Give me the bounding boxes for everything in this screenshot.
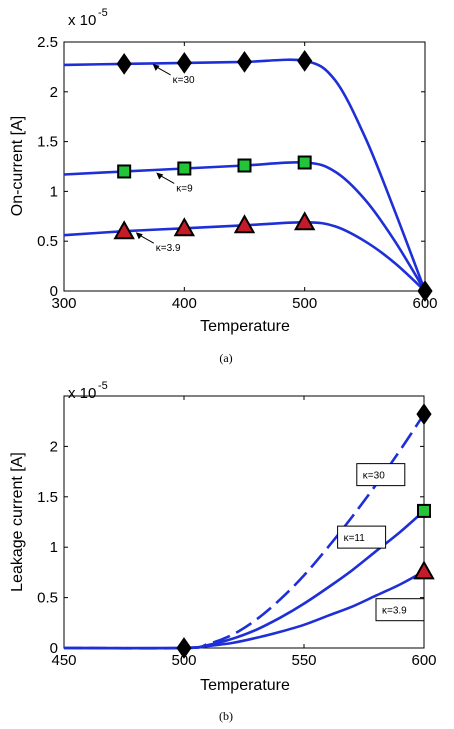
panel-a-ytick-label: 1 <box>50 183 58 200</box>
panel-b-ytick-label: 0 <box>50 640 58 657</box>
panel-a-marker-square <box>117 164 132 179</box>
panel-a-marker-square <box>177 161 192 176</box>
panel-b-marker-triangle <box>413 560 435 580</box>
panel-b-ytick-label: 1.5 <box>37 489 58 506</box>
panel-b-annotation-box <box>356 463 406 487</box>
panel-a-annotation-label: κ=3.9 <box>156 243 181 254</box>
panel-b-annotation-box <box>337 525 387 549</box>
panel-a-ytick-label: 0 <box>50 283 58 300</box>
panel-b-marker-diamond <box>176 637 192 659</box>
panel-a-multiplier-exp: -5 <box>98 7 108 19</box>
panel-a-marker-triangle <box>293 211 316 231</box>
panel-b-xtick-label: 500 <box>171 652 196 669</box>
panel-b-multiplier-exp: -5 <box>98 380 108 392</box>
panel-b-xtick-label: 600 <box>411 652 436 669</box>
panel-a-annotation-arrowhead <box>135 232 143 240</box>
panel-a-xtick-label: 400 <box>172 295 197 312</box>
panel-a-marker-triangle <box>233 214 256 234</box>
panel-b-caption: (b) <box>219 709 233 723</box>
panel-a-xtick-label: 300 <box>51 295 76 312</box>
panel-a-xtick-label: 500 <box>292 295 317 312</box>
panel-a-marker-triangle <box>173 217 196 237</box>
panel-b-multiplier: x 10 <box>68 385 96 402</box>
panel-a-caption: (a) <box>219 351 232 365</box>
panel-b-ytick-label: 1 <box>50 539 58 556</box>
panel-b-series-line-2 <box>63 570 425 650</box>
panel-a-marker-square <box>297 155 312 170</box>
panel-b-xlabel: Temperature <box>200 677 290 694</box>
panel-b-annotation-label: κ=11 <box>344 533 366 544</box>
panel-b-ytick-label: 0.5 <box>37 590 58 607</box>
panel-b-axes-frame <box>63 395 425 649</box>
panel-b-ylabel: Leakage current [A] <box>9 452 26 592</box>
panel-a-marker-diamond <box>236 51 253 73</box>
panel-a-marker-square <box>237 158 252 173</box>
panel-b-leakage-current: 0 0.5 1 1.5 2 450 500 550 600 κ=30 κ=11 κ=3.9 x 1… <box>9 380 437 723</box>
panel-a-ytick-label: 2.5 <box>37 34 58 51</box>
panel-a-annotation-arrowhead <box>156 172 164 180</box>
panel-a-xlabel: Temperature <box>200 318 290 335</box>
panel-a-on-current: 0 0.5 1 1.5 2 2.5 300 400 500 600 κ=30 κ=9 κ=3.9 x… <box>9 7 438 365</box>
panel-a-ytick-label: 0.5 <box>37 233 58 250</box>
panel-b-annotation-label: κ=3.9 <box>382 606 407 617</box>
panel-a-ylabel: On-current [A] <box>9 116 26 216</box>
panel-b-marker-diamond <box>416 403 432 426</box>
panel-b-annotation-box <box>375 598 425 622</box>
panel-a-multiplier: x 10 <box>68 12 96 29</box>
panel-a-xtick-label: 600 <box>412 295 437 312</box>
panel-b-marker-square <box>417 503 431 518</box>
panel-b-xtick-label: 550 <box>291 652 316 669</box>
panel-a-annotation-label: κ=30 <box>173 75 195 86</box>
panel-a-ytick-label: 1.5 <box>37 134 58 151</box>
panel-a-marker-diamond <box>116 53 132 75</box>
panel-a-marker-diamond <box>297 50 313 72</box>
panel-a-annotation-label: κ=9 <box>176 183 193 194</box>
panel-a-marker-triangle <box>113 220 135 240</box>
panel-b-ytick-label: 2 <box>50 438 58 455</box>
panel-a-marker-diamond <box>417 280 433 302</box>
panel-b-xtick-label: 450 <box>51 652 76 669</box>
panel-b-annotation-label: κ=30 <box>363 471 385 482</box>
panel-a-annotation-arrowhead <box>152 63 160 71</box>
panel-a-marker-diamond <box>176 52 192 74</box>
panel-a-ytick-label: 2 <box>50 84 58 101</box>
